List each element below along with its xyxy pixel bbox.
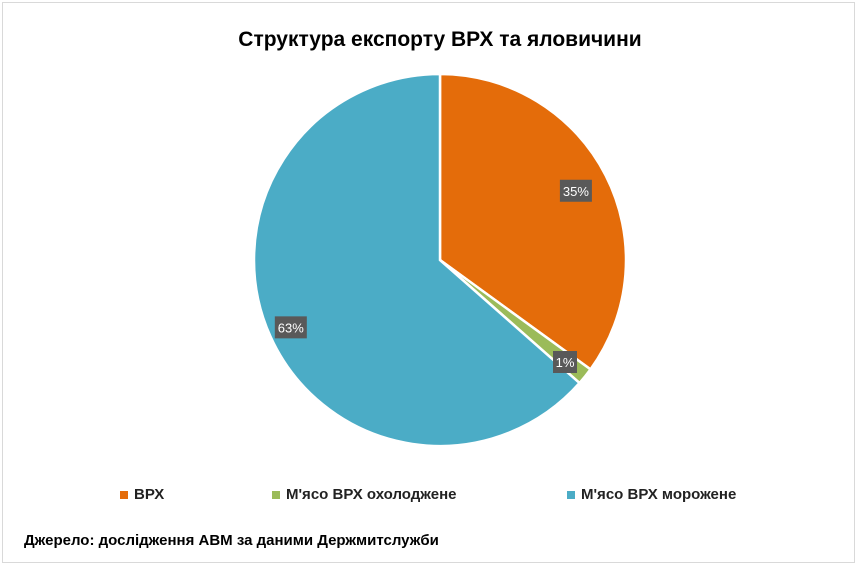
data-label-brx-box xyxy=(559,179,592,202)
data-label-frozen-meat: 63% xyxy=(274,316,307,339)
data-label-frozen-meat-text: 63% xyxy=(278,320,304,335)
legend-label-brx: ВРХ xyxy=(134,486,165,503)
chart-title: Структура експорту ВРХ та яловичини xyxy=(238,28,642,51)
data-label-brx-text: 35% xyxy=(563,184,589,199)
legend-swatch-brx xyxy=(120,490,128,499)
legend-item-frozen-meat: М'ясо ВРХ морожене xyxy=(567,486,736,503)
data-label-chilled-meat-box xyxy=(553,351,577,373)
source-note: Джерело: дослідження АВМ за даними Держм… xyxy=(24,532,439,549)
data-label-chilled-meat: 1% xyxy=(553,351,577,373)
data-label-frozen-meat-box xyxy=(274,316,307,339)
pie-slice-frozen-meat xyxy=(252,72,582,448)
legend-label-frozen-meat: М'ясо ВРХ морожене xyxy=(581,486,737,503)
legend-item-chilled-meat: М'ясо ВРХ охолоджене xyxy=(272,486,456,503)
legend-swatch-chilled-meat xyxy=(272,490,280,499)
legend-swatch-frozen-meat xyxy=(567,490,575,499)
legend-item-brx: ВРХ xyxy=(120,486,164,503)
data-label-brx: 35% xyxy=(559,179,592,202)
data-label-chilled-meat-text: 1% xyxy=(556,355,575,370)
pie-slice-brx xyxy=(438,72,628,372)
legend-label-chilled-meat: М'ясо ВРХ охолоджене xyxy=(286,486,457,503)
chart-legend: ВРХ М'ясо ВРХ охолоджене М'ясо ВРХ морож… xyxy=(0,486,859,506)
